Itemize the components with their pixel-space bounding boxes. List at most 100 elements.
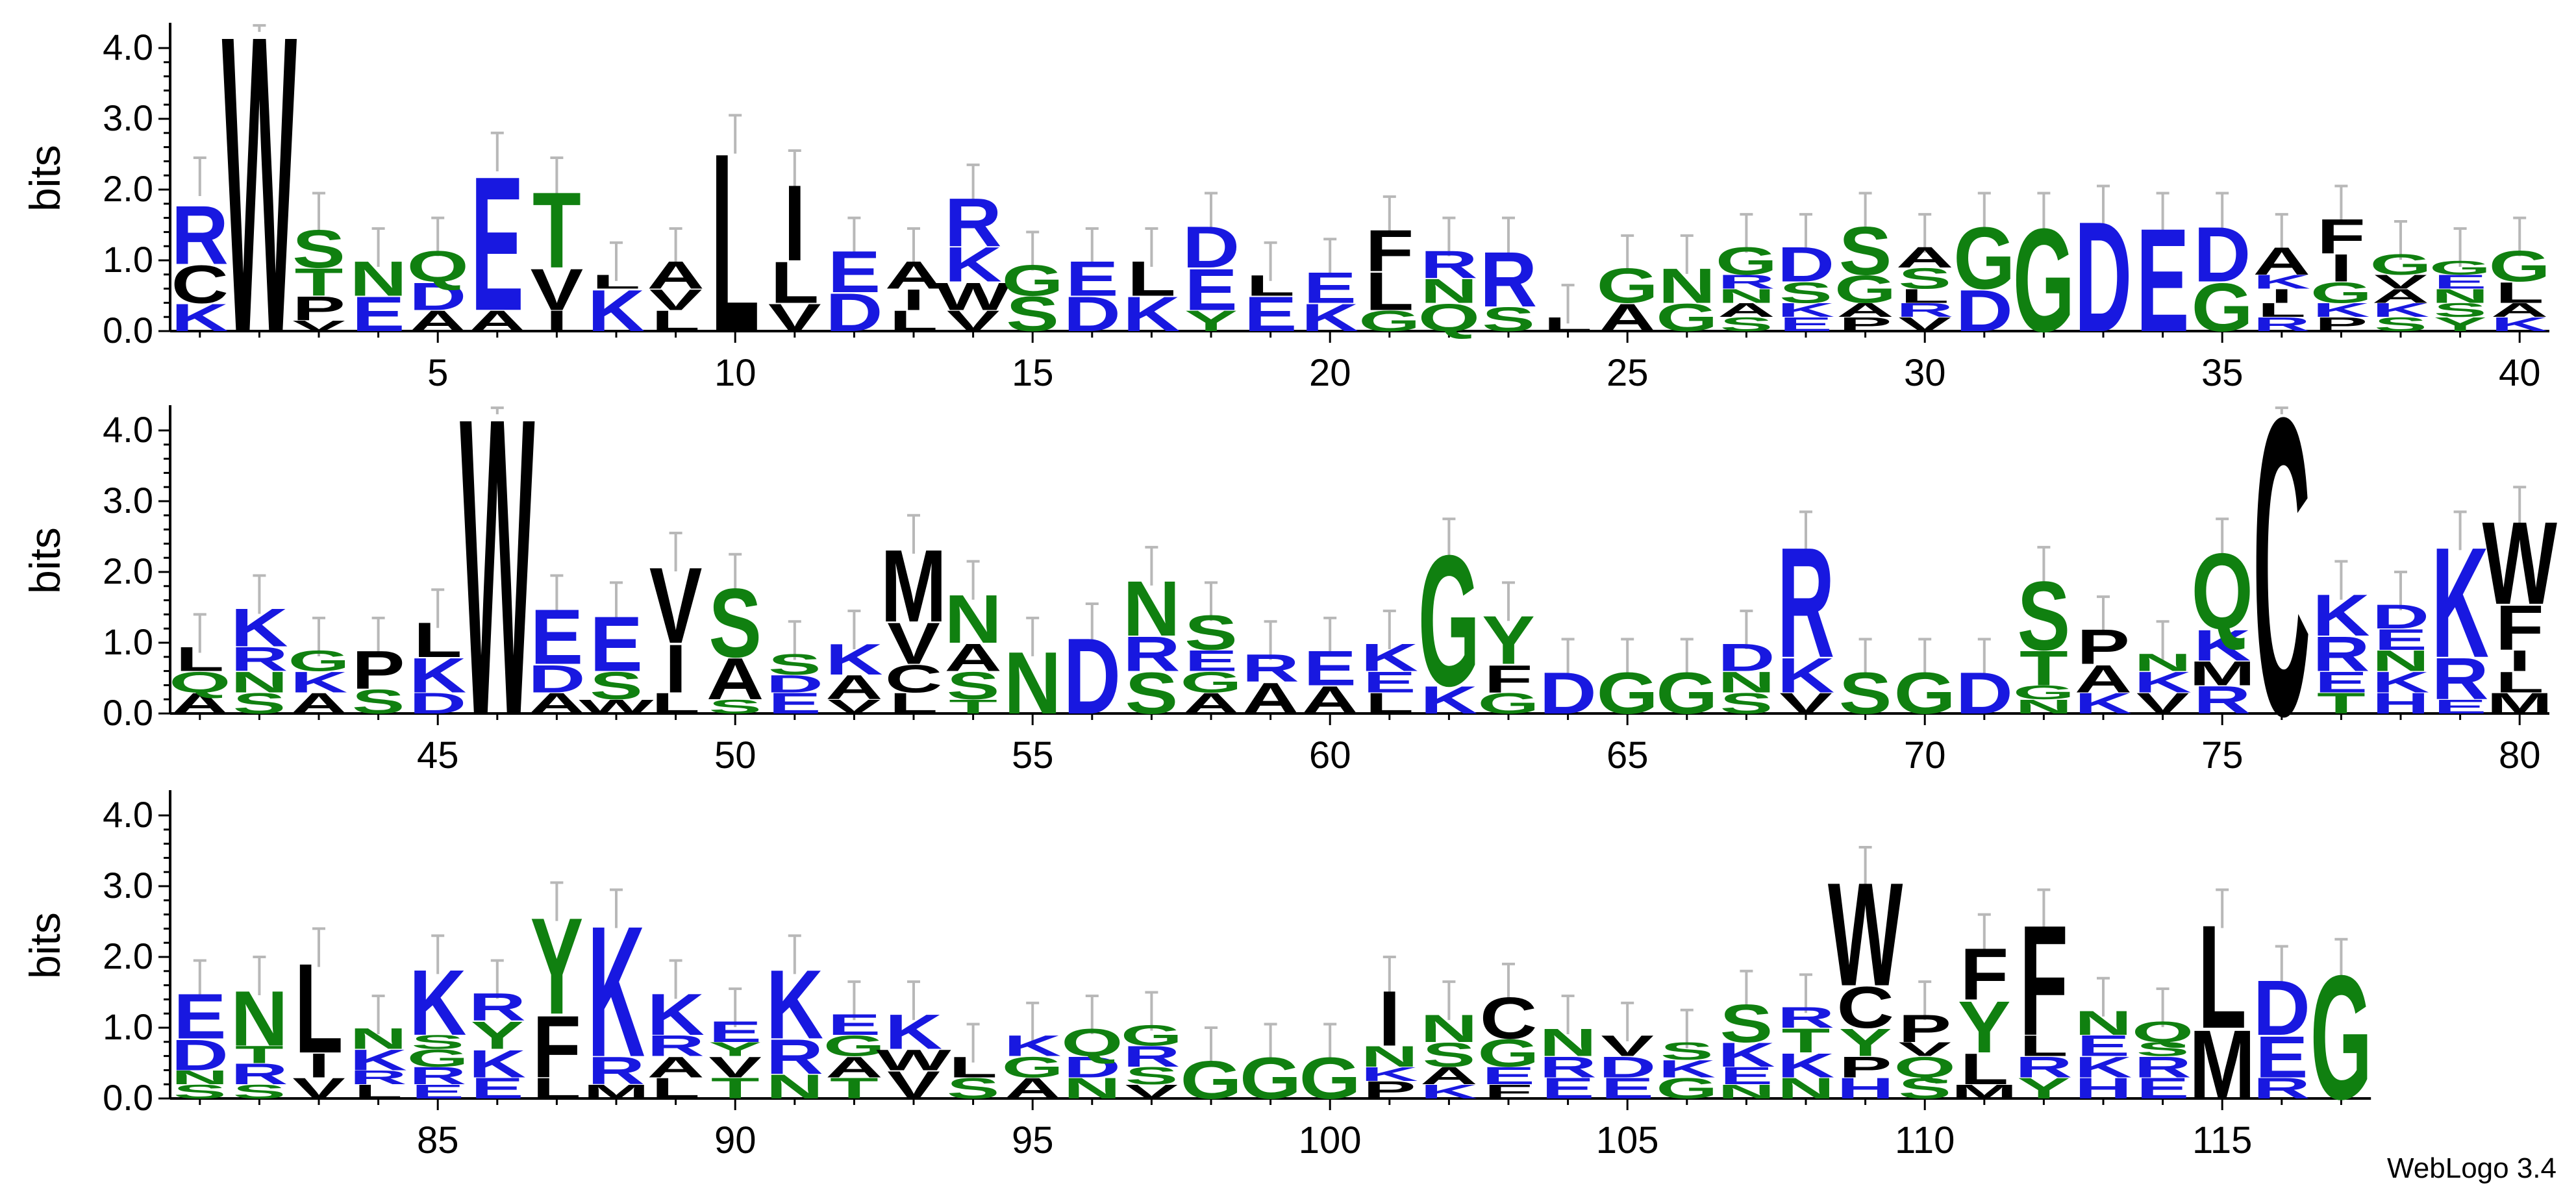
logo-letter-V: V [531,256,584,323]
y-tick-label: 0.0 [103,692,153,733]
y-tick-label: 4.0 [103,27,153,68]
y-tick-label: 2.0 [103,168,153,209]
logo-letter-A: A [647,1050,704,1084]
logo-letter-R: R [588,1049,645,1093]
logo-letter-S: S [1720,993,1773,1054]
logo-letter-N: N [231,665,288,699]
logo-letter-K: K [409,648,466,703]
logo-letter-S: S [590,664,643,708]
logo-letter-K: K [1361,636,1418,680]
logo-letter-S: S [1482,300,1535,338]
y-tick-label: 3.0 [103,480,153,521]
logo-letter-Q: Q [2192,531,2253,652]
logo-letter-G: G [1716,240,1777,283]
logo-letter-N: N [2431,285,2488,307]
logo-letter-D: D [1539,660,1596,726]
logo-letter-P: P [1839,313,1892,335]
logo-letter-C: C [1836,974,1894,1040]
logo-letter-E: E [531,593,584,680]
logo-letter-K: K [409,951,466,1056]
logo-letter-C: C [2253,329,2310,804]
logo-letter-A: A [944,636,1001,680]
logo-letter-K: K [944,237,1001,292]
logo-letter-S: S [1898,262,1951,295]
logo-letter-Y: Y [1482,602,1535,679]
logo-letter-P: P [1363,1076,1416,1104]
logo-letter-S: S [1839,660,1892,726]
logo-letter-K: K [2431,514,2488,690]
logo-letter-A: A [1301,678,1358,722]
logo-letter-H: H [2372,687,2429,720]
logo-letter-K: K [1361,1063,1418,1085]
logo-letter-K: K [1718,1035,1775,1074]
logo-letter-H: H [2075,1072,2132,1105]
logo-letter-S: S [1720,313,1773,335]
logo-letter-G: G [2192,269,2253,347]
logo-letter-K: K [766,950,823,1060]
logo-letter-S: S [1423,1035,1476,1074]
logo-letter-V: V [1898,1038,1951,1060]
logo-letter-R: R [1123,626,1180,682]
logo-letter-C: C [171,254,229,315]
logo-letter-A: A [2491,299,2548,321]
y-axis-title: bits [21,527,69,594]
logo-letter-P: P [352,640,405,700]
logo-letter-T: T [711,1072,760,1105]
x-tick-label: 110 [1895,1119,1955,1161]
logo-letter-T: T [235,1041,284,1069]
logo-letter-A: A [825,1050,882,1084]
logo-letter-E: E [1779,313,1832,335]
logo-letter-S: S [1184,605,1238,660]
logo-letter-C: C [885,657,942,700]
logo-letter-L: L [651,687,700,720]
logo-letter-R: R [171,188,229,282]
logo-letter-K: K [2491,313,2548,335]
logo-letter-G: G [1894,660,1956,726]
logo-letter-A: A [1718,299,1775,321]
x-tick-label: 30 [1904,352,1946,394]
logo-letter-K: K [2134,665,2191,699]
logo-letter-G: G [2013,682,2075,704]
logo-letter-P: P [292,290,345,328]
logo-letter-V: V [708,1050,762,1084]
logo-letter-S: S [708,695,762,717]
logo-letter-G: G [823,1029,885,1062]
logo-letter-Y: Y [708,1038,762,1060]
logo-letter-E: E [1184,644,1238,677]
logo-letter-G: G [1180,665,1242,699]
x-tick-label: 60 [1309,734,1351,776]
logo-letter-N: N [2075,1004,2132,1042]
logo-letter-G: G [1358,304,1420,338]
logo-letter-E: E [2077,1029,2130,1062]
x-tick-label: 80 [2499,734,2541,776]
logo-letter-S: S [768,648,821,681]
logo-letter-I: I [2271,285,2293,307]
logo-letter-L: L [651,1072,700,1105]
logo-letter-E: E [1720,1062,1773,1089]
logo-letter-S: S [352,682,405,721]
logo-letter-G: G [1002,256,1064,305]
logo-letter-L: L [1960,1044,2008,1093]
logo-letter-R: R [1718,271,1775,293]
y-tick-label: 1.0 [103,1006,153,1047]
y-tick-label: 4.0 [103,794,153,835]
logo-letter-W: W [1828,852,1903,1017]
y-tick-label: 3.0 [103,865,153,906]
logo-letter-A: A [707,646,764,712]
logo-letter-E: E [1244,287,1297,342]
x-tick-label: 50 [714,734,757,776]
y-tick-label: 1.0 [103,621,153,662]
logo-letter-G: G [1477,687,1539,720]
logo-letter-D: D [1064,287,1121,342]
logo-letter-L: L [2495,665,2544,699]
logo-letter-E: E [1303,641,1357,696]
logo-letter-K: K [588,887,645,1095]
logo-letter-V: V [947,304,1000,338]
logo-letter-M: M [1951,1080,2018,1102]
logo-letter-K: K [290,665,347,699]
logo-letter-K: K [2253,271,2310,293]
logo-letter-E: E [1363,665,1416,699]
logo-letter-E: E [1542,1072,1595,1105]
logo-letter-K: K [1658,1055,1716,1082]
